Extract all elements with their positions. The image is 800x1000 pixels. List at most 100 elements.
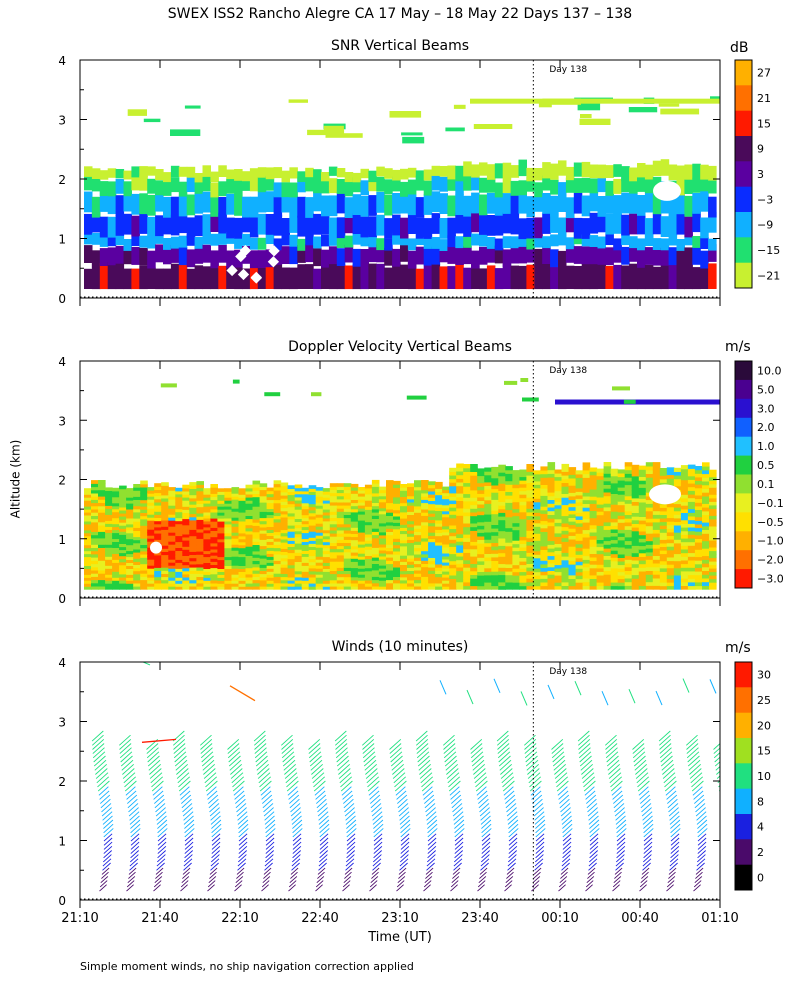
doppler-cell bbox=[287, 518, 296, 523]
wind-barb bbox=[157, 833, 167, 842]
doppler-cell bbox=[112, 505, 120, 510]
snr-cell bbox=[692, 211, 701, 233]
doppler-cell bbox=[484, 531, 492, 537]
doppler-cell bbox=[582, 540, 591, 545]
doppler-cell bbox=[484, 474, 492, 479]
doppler-cell bbox=[596, 546, 605, 551]
doppler-cell bbox=[91, 537, 99, 542]
doppler-cell bbox=[126, 541, 134, 546]
snr-cell bbox=[368, 170, 377, 183]
snr-cell bbox=[249, 168, 259, 178]
doppler-cell bbox=[680, 534, 689, 539]
snr-cell bbox=[502, 162, 512, 179]
doppler-cell bbox=[638, 545, 647, 550]
doppler-cell bbox=[301, 544, 310, 548]
doppler-cell bbox=[449, 546, 457, 551]
wind-barb bbox=[227, 747, 240, 759]
doppler-cell bbox=[407, 523, 415, 528]
wind-barb bbox=[125, 786, 136, 796]
snr-cell bbox=[700, 190, 709, 212]
wind-barb bbox=[562, 828, 573, 838]
doppler-cell bbox=[526, 530, 534, 535]
snr-cell bbox=[423, 169, 433, 181]
wind-barb bbox=[373, 845, 383, 854]
wind-barb bbox=[535, 823, 546, 834]
doppler-cell bbox=[407, 495, 415, 500]
colorbar-swatch bbox=[735, 474, 752, 494]
wind-barb bbox=[336, 751, 349, 763]
doppler-cell bbox=[322, 503, 331, 507]
doppler-cell bbox=[210, 530, 218, 535]
doppler-cell bbox=[287, 512, 296, 517]
doppler-cell bbox=[610, 582, 619, 587]
doppler-cell bbox=[435, 579, 443, 584]
doppler-cell bbox=[631, 519, 640, 524]
doppler-cell bbox=[252, 506, 261, 510]
doppler-cell bbox=[638, 476, 647, 481]
doppler-cell bbox=[400, 521, 408, 525]
doppler-cell bbox=[666, 470, 675, 476]
wind-barb-strong bbox=[229, 685, 256, 702]
doppler-cell bbox=[414, 560, 422, 565]
doppler-cell bbox=[666, 503, 675, 508]
wind-barb bbox=[183, 858, 193, 867]
doppler-cell bbox=[463, 552, 471, 557]
doppler-cell bbox=[175, 583, 183, 587]
doppler-cell bbox=[175, 538, 183, 543]
doppler-cell bbox=[315, 529, 324, 533]
snr-cell bbox=[471, 262, 480, 289]
doppler-cell bbox=[154, 558, 162, 562]
doppler-cell bbox=[709, 578, 717, 583]
snr-cell bbox=[431, 237, 441, 249]
snr-cell bbox=[565, 245, 575, 263]
doppler-cell bbox=[421, 563, 429, 568]
doppler-cell bbox=[568, 503, 577, 508]
doppler-cell bbox=[238, 509, 247, 513]
doppler-cell bbox=[624, 495, 633, 501]
wind-barb bbox=[713, 743, 720, 750]
doppler-cell bbox=[645, 507, 654, 512]
doppler-cell bbox=[91, 534, 99, 539]
doppler-cell bbox=[491, 481, 499, 486]
doppler-cell bbox=[386, 563, 394, 568]
doppler-cell bbox=[407, 508, 415, 512]
doppler-cell bbox=[329, 567, 338, 571]
snr-cell bbox=[273, 196, 283, 217]
doppler-cell bbox=[315, 586, 324, 590]
doppler-cell bbox=[105, 490, 113, 494]
wind-barb bbox=[157, 837, 167, 846]
doppler-cell bbox=[280, 485, 289, 490]
wind-barb bbox=[362, 747, 375, 759]
doppler-cell bbox=[666, 539, 675, 544]
doppler-cell bbox=[709, 550, 717, 555]
doppler-cell bbox=[709, 487, 717, 492]
wind-barb bbox=[523, 734, 536, 746]
doppler-cell bbox=[505, 491, 513, 496]
wind-barb bbox=[479, 871, 487, 879]
wind-barb bbox=[641, 807, 652, 817]
doppler-cell bbox=[224, 553, 232, 558]
doppler-cell bbox=[245, 570, 254, 575]
wind-barb-upper bbox=[709, 679, 717, 694]
snr-cell bbox=[123, 239, 132, 251]
wind-barb bbox=[319, 828, 330, 838]
doppler-cell bbox=[400, 548, 408, 553]
doppler-cell bbox=[589, 567, 598, 572]
wind-barb bbox=[290, 871, 298, 879]
snr-cell bbox=[344, 212, 354, 234]
doppler-cell bbox=[147, 565, 155, 569]
snr-cell bbox=[368, 235, 377, 248]
wind-barb bbox=[670, 819, 681, 829]
doppler-cell bbox=[673, 517, 682, 522]
doppler-cell bbox=[680, 545, 689, 550]
snr-cell bbox=[249, 176, 259, 192]
doppler-cell bbox=[463, 559, 471, 564]
wind-barb bbox=[415, 734, 428, 746]
doppler-cell bbox=[449, 521, 457, 526]
doppler-cell bbox=[498, 486, 506, 491]
doppler-cell bbox=[449, 514, 457, 519]
doppler-cell bbox=[245, 549, 254, 553]
doppler-cell bbox=[407, 517, 415, 522]
doppler-cell bbox=[189, 573, 197, 578]
